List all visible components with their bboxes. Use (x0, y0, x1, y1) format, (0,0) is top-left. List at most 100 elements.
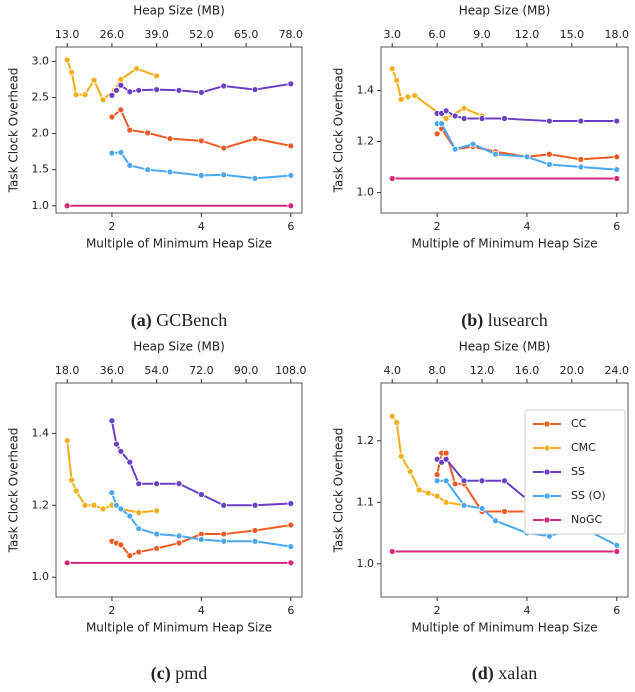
x-tick-label: 4 (523, 220, 530, 233)
data-point (135, 86, 143, 94)
y-axis-label: Task Clock Overhead (7, 68, 21, 194)
data-point (577, 117, 585, 125)
data-point (523, 153, 531, 161)
legend: CC CMC SS SS (O) NoGC (524, 409, 626, 535)
data-point (135, 509, 143, 516)
data-point (287, 500, 295, 507)
data-point (424, 489, 432, 497)
legend-label: SS (O) (571, 489, 606, 502)
data-point (460, 501, 468, 509)
data-point (90, 501, 98, 509)
x2-tick-label: 39.0 (144, 28, 169, 41)
x-tick-label: 6 (287, 604, 294, 617)
data-point (433, 130, 441, 138)
data-point (460, 477, 468, 485)
legend-marker (543, 444, 551, 452)
data-point (63, 202, 71, 210)
data-point (220, 537, 228, 545)
data-point (220, 501, 228, 509)
data-point (175, 532, 183, 540)
data-point (460, 115, 468, 122)
data-point (220, 144, 228, 152)
data-point (153, 507, 161, 515)
data-point (492, 517, 499, 525)
legend-marker (543, 420, 551, 428)
y-tick-label: 1.0 (357, 557, 375, 570)
x-tick-label: 6 (287, 220, 294, 233)
data-point (442, 115, 450, 122)
x-tick-label: 4 (523, 604, 530, 617)
data-point (460, 104, 468, 112)
data-point (546, 117, 553, 125)
data-point (411, 92, 419, 99)
y-tick-label: 2.5 (32, 91, 50, 104)
data-point (492, 150, 499, 158)
data-point (451, 480, 459, 488)
data-point (108, 91, 116, 99)
data-point (438, 120, 446, 128)
panel: 1.0 1.1 1.2 2 4 6 4.0 8.0 12.0 16.0 20.0 24.0 Multip… (332, 340, 630, 685)
x-axis-label: Multiple of Minimum Heap Size (411, 621, 597, 635)
data-point (613, 166, 621, 173)
data-point (153, 530, 161, 538)
plot-frame (55, 46, 303, 214)
data-point (251, 86, 259, 93)
x-tick-label: 4 (198, 604, 205, 617)
x2-tick-label: 9.0 (473, 28, 491, 41)
x-tick-label: 6 (613, 220, 620, 233)
x2-tick-label: 90.0 (234, 364, 259, 377)
x2-axis-label: Heap Size (MB) (133, 4, 225, 18)
x2-tick-label: 18.0 (55, 364, 80, 377)
data-point (81, 91, 89, 99)
data-point (126, 552, 134, 560)
data-point (99, 96, 107, 104)
data-point (175, 86, 183, 94)
y-tick-label: 1.0 (32, 570, 50, 583)
data-point (478, 115, 486, 122)
data-point (393, 418, 401, 426)
data-point (108, 417, 116, 425)
data-point (197, 137, 205, 145)
data-point (144, 129, 152, 137)
data-point (68, 68, 76, 76)
y-tick-label: 3.0 (32, 54, 50, 67)
x-axis-label: Multiple of Minimum Heap Size (411, 237, 597, 251)
data-point (135, 480, 143, 488)
data-point (613, 153, 621, 161)
data-point (197, 536, 205, 543)
data-point (577, 163, 585, 171)
data-point (175, 539, 183, 547)
data-point (388, 412, 396, 420)
data-point (501, 477, 508, 485)
y-tick-label: 1.2 (357, 434, 375, 447)
x2-axis-label: Heap Size (MB) (459, 340, 551, 354)
data-point (144, 166, 152, 174)
data-point (175, 480, 183, 488)
data-point (153, 480, 161, 488)
data-point (126, 161, 134, 169)
data-point (393, 76, 401, 84)
y-tick-label: 1.4 (357, 83, 375, 96)
caption: (b) lusearch (461, 310, 547, 331)
data-point (613, 117, 621, 125)
x-tick-label: 2 (108, 220, 115, 233)
data-point (197, 491, 205, 498)
data-point (478, 477, 486, 485)
panel: 1.0 1.5 2.0 2.5 3.0 2 4 6 13.0 26.0 39.0 52.0 65.0 78… (7, 4, 304, 332)
data-point (251, 135, 259, 143)
y-axis-label: Task Clock Overhead (332, 428, 346, 554)
data-point (81, 501, 89, 509)
x-tick-label: 2 (108, 604, 115, 617)
data-point (68, 476, 76, 484)
data-point (63, 437, 71, 444)
data-point (117, 447, 125, 455)
caption-label: (d) (472, 663, 494, 684)
data-point (406, 468, 414, 475)
data-point (63, 559, 71, 567)
caption-name: GCBench (156, 310, 227, 330)
x2-tick-label: 16.0 (515, 364, 540, 377)
data-point (197, 172, 205, 179)
data-point (112, 86, 120, 94)
x2-tick-label: 108.0 (275, 364, 307, 377)
data-point (613, 175, 621, 182)
